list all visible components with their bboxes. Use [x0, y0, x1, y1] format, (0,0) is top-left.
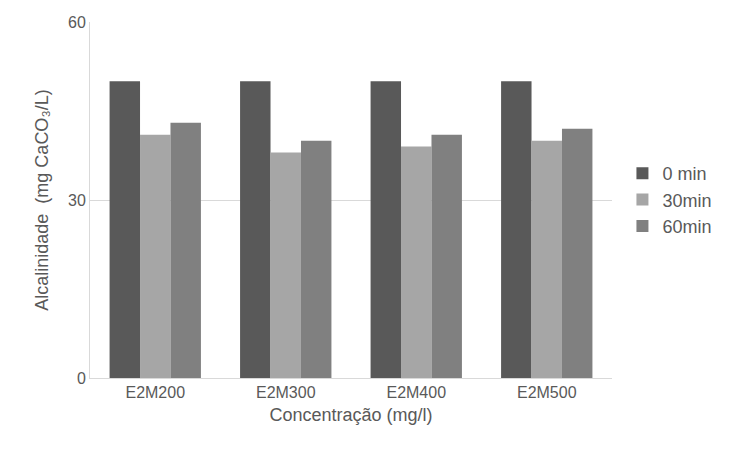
svg-text:E2M400: E2M400: [386, 384, 446, 401]
svg-text:Alcalinidade (mg CaCO₃/L): Alcalinidade (mg CaCO₃/L): [32, 89, 52, 310]
svg-text:30min: 30min: [662, 191, 711, 211]
svg-text:0 min: 0 min: [662, 164, 706, 184]
svg-text:60min: 60min: [662, 217, 711, 237]
svg-text:30: 30: [68, 192, 86, 209]
svg-text:E2M300: E2M300: [256, 384, 316, 401]
svg-text:E2M200: E2M200: [125, 384, 185, 401]
svg-text:60: 60: [68, 14, 86, 31]
svg-text:E2M500: E2M500: [517, 384, 577, 401]
svg-text:0: 0: [77, 370, 86, 387]
svg-text:Concentração (mg/l): Concentração (mg/l): [269, 405, 432, 425]
